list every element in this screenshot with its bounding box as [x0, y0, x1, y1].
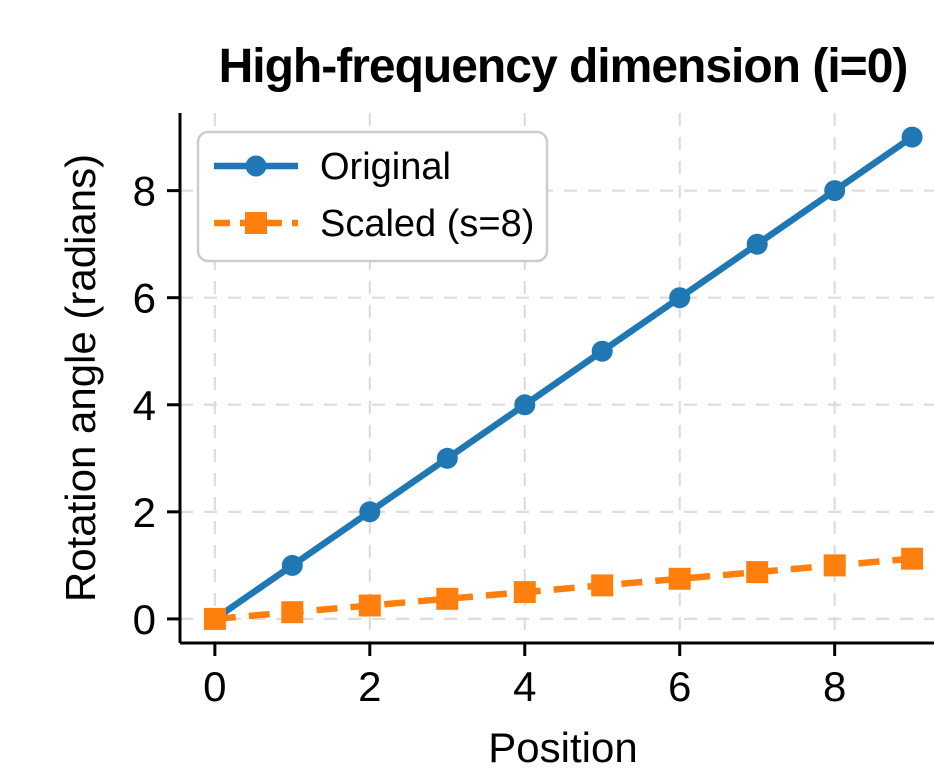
data-point-original: [746, 233, 768, 255]
data-point-scaled-s-8: [901, 547, 924, 570]
chart-figure: 0 2 4 6 8 0 2 4 6 8 Original Scaled (s=8) High-fre…: [40, 16, 934, 784]
data-point-original: [359, 501, 381, 523]
axes-layer: 0 2 4 6 8 0 2 4 6 8: [133, 113, 934, 710]
y-tick-label: 6: [133, 275, 156, 322]
y-tick-label: 2: [133, 489, 156, 536]
data-point-scaled-s-8: [281, 601, 304, 624]
data-point-original: [281, 554, 303, 576]
y-tick-label: 0: [133, 596, 156, 643]
x-tick-label: 2: [358, 663, 381, 710]
data-point-scaled-s-8: [358, 594, 381, 617]
x-tick-label: 4: [513, 663, 536, 710]
data-point-original: [436, 447, 458, 469]
data-point-original: [669, 287, 691, 309]
y-tick-label: 8: [133, 168, 156, 215]
data-point-original: [591, 340, 613, 362]
legend-label-scaled-s-8: Scaled (s=8): [320, 203, 534, 245]
data-point-scaled-s-8: [591, 574, 614, 597]
data-point-scaled-s-8: [513, 581, 536, 604]
data-point-scaled-s-8: [436, 587, 459, 610]
line-chart: 0 2 4 6 8 0 2 4 6 8 Original Scaled (s=8) High-fre…: [57, 40, 934, 771]
data-point-scaled-s-8: [746, 561, 769, 584]
legend: Original Scaled (s=8): [196, 130, 549, 263]
x-axis-label: Position: [488, 724, 637, 771]
series-line-original: [213, 134, 914, 622]
x-tick-label: 0: [203, 663, 226, 710]
data-point-original: [514, 394, 536, 416]
y-tick-label: 4: [133, 382, 156, 429]
chart-title: High-frequency dimension (i=0): [219, 40, 908, 93]
data-point-original: [901, 126, 923, 148]
data-point-scaled-s-8: [668, 567, 691, 590]
legend-marker-original: [245, 155, 267, 177]
legend-label-original: Original: [320, 146, 451, 188]
data-point-scaled-s-8: [203, 607, 226, 630]
data-point-scaled-s-8: [823, 554, 846, 577]
legend-marker-scaled-s-8: [245, 212, 267, 234]
x-tick-label: 8: [823, 663, 846, 710]
x-tick-label: 6: [668, 663, 691, 710]
series-layer: [203, 126, 924, 630]
series-line-scaled-s-8: [214, 555, 913, 623]
data-point-original: [824, 180, 846, 202]
y-axis-label: Rotation angle (radians): [57, 154, 104, 602]
